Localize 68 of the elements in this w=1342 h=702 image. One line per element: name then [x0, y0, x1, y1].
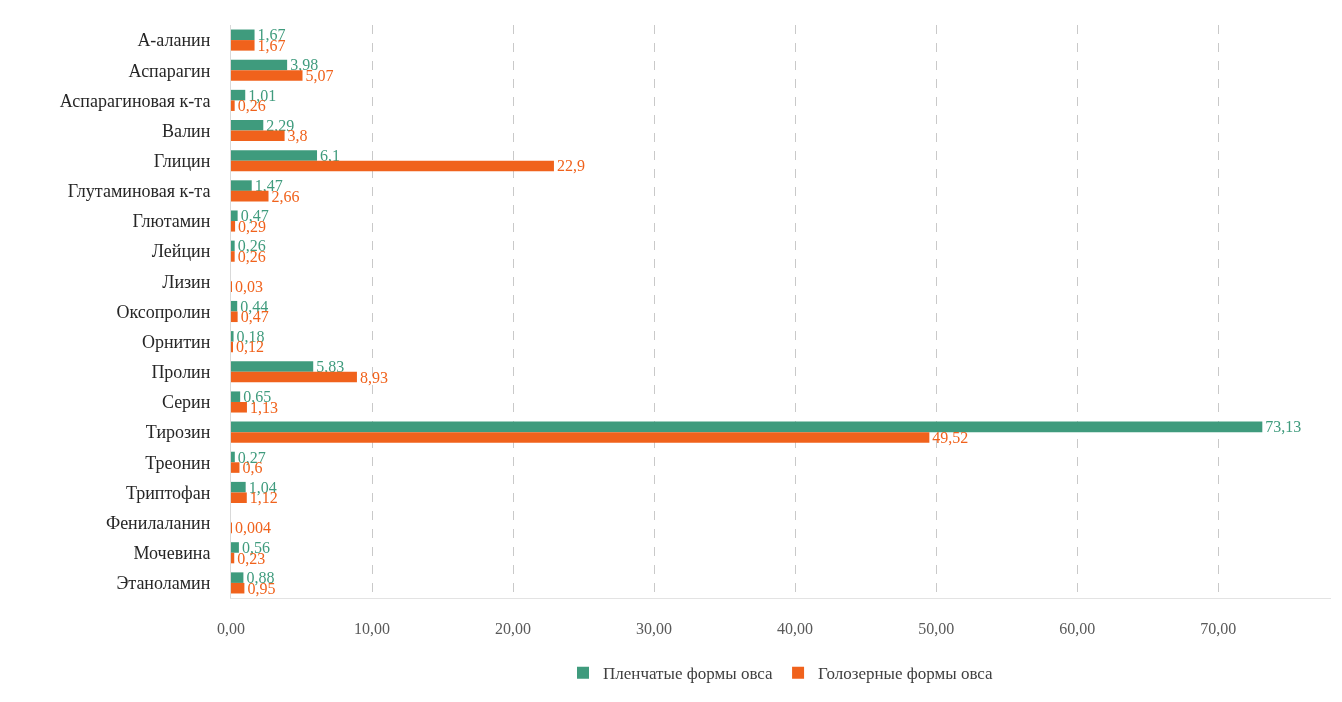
bar — [231, 432, 930, 443]
bar — [231, 130, 285, 142]
y-tick-label: Аспарагин — [128, 60, 211, 81]
y-tick-label: Валин — [161, 120, 211, 141]
bar — [231, 371, 357, 383]
bar — [231, 29, 255, 41]
data-label: 0,03 — [235, 278, 263, 296]
bar — [231, 89, 246, 101]
bar — [231, 492, 247, 503]
bar — [231, 40, 255, 51]
y-tick-label: Глицин — [153, 151, 211, 172]
x-tick-label: 50,00 — [918, 620, 955, 638]
x-tick-label: 10,00 — [354, 620, 391, 638]
bar — [231, 331, 234, 342]
bar — [231, 210, 238, 222]
bar — [231, 421, 1263, 433]
x-tick-label: 70,00 — [1200, 620, 1237, 638]
x-tick-label: 20,00 — [495, 620, 532, 638]
y-tick-label: Лейцин — [151, 241, 211, 262]
y-tick-label: Глютамин — [132, 211, 211, 232]
bar — [231, 59, 288, 71]
bar — [231, 542, 239, 553]
bar — [231, 481, 246, 493]
bar — [231, 120, 264, 131]
bar — [231, 391, 241, 402]
legend-label: Голозерные формы овса — [818, 664, 994, 684]
bar — [231, 311, 238, 323]
y-tick-label: Фенилаланин — [105, 512, 211, 533]
y-tick-label: А-аланин — [137, 30, 211, 51]
y-tick-label: Глутаминовая к-та — [67, 181, 211, 202]
legend-label: Пленчатые формы овса — [603, 664, 774, 684]
y-tick-label: Пролин — [151, 362, 211, 383]
y-tick-label: Лизин — [162, 271, 211, 292]
y-tick-label: Мочевина — [133, 543, 211, 564]
y-tick-label: Тирозин — [145, 422, 211, 443]
x-tick-label: 30,00 — [636, 620, 673, 638]
bar — [231, 572, 244, 583]
bar — [231, 100, 235, 111]
bar — [231, 300, 238, 312]
bar — [231, 150, 318, 161]
bar — [231, 190, 269, 202]
x-tick-label: 60,00 — [1059, 620, 1096, 638]
x-tick-label: 0,00 — [217, 620, 245, 638]
bar — [231, 582, 245, 594]
y-tick-label: Этаноламин — [116, 573, 211, 594]
data-label: 22,9 — [556, 157, 585, 175]
y-tick-label: Серин — [161, 392, 211, 413]
data-label: 5,83 — [316, 358, 345, 376]
bar — [231, 160, 554, 172]
data-label: 49,52 — [932, 428, 969, 446]
y-tick-label: Орнитин — [141, 331, 211, 352]
x-tick-label: 40,00 — [777, 620, 814, 638]
bar — [231, 451, 235, 463]
bar — [231, 180, 252, 191]
bar — [231, 70, 303, 81]
data-label: 73,13 — [1265, 418, 1302, 436]
bar — [231, 240, 235, 252]
bar — [231, 361, 314, 372]
y-tick-label: Оксопролин — [116, 301, 211, 322]
data-label: 0,004 — [235, 519, 271, 537]
bar — [231, 462, 240, 473]
y-tick-label: Треонин — [145, 452, 211, 473]
bar — [231, 251, 235, 262]
data-label: 8,93 — [359, 368, 388, 386]
bar — [231, 221, 236, 232]
y-tick-label: Аспарагиновая к-та — [59, 90, 211, 111]
data-label: 6,1 — [320, 146, 341, 164]
y-tick-label: Триптофан — [125, 482, 211, 503]
